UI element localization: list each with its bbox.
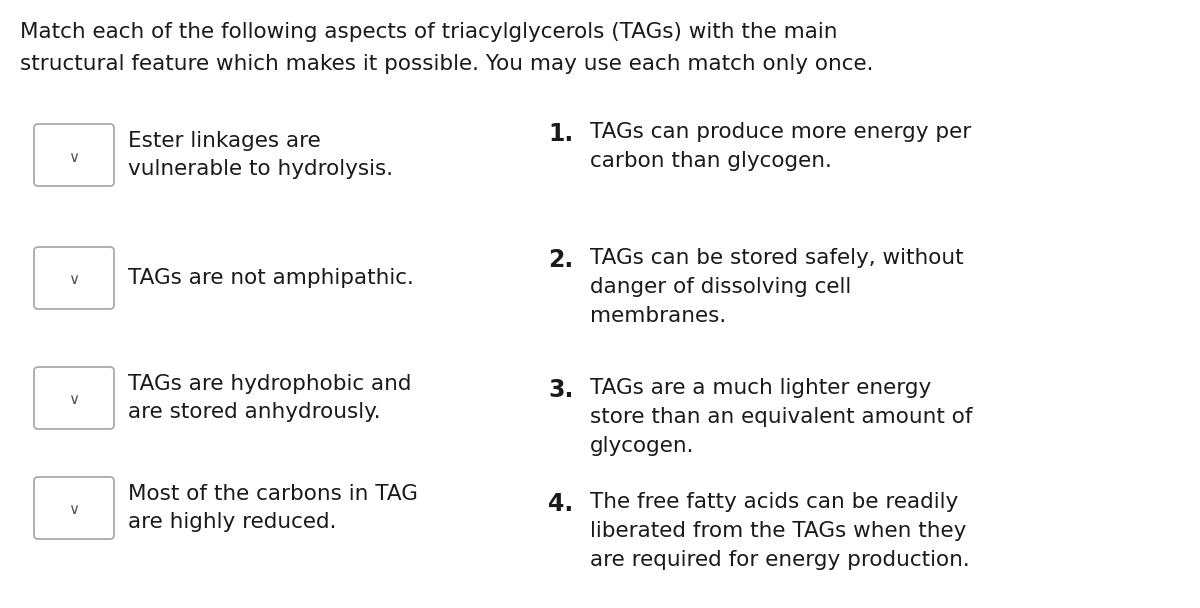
FancyBboxPatch shape	[34, 477, 114, 539]
FancyBboxPatch shape	[34, 124, 114, 186]
Text: structural feature which makes it possible. You may use each match only once.: structural feature which makes it possib…	[20, 54, 874, 74]
Text: ∨: ∨	[68, 502, 79, 517]
Text: 1.: 1.	[548, 122, 574, 146]
Text: Most of the carbons in TAG
are highly reduced.: Most of the carbons in TAG are highly re…	[128, 483, 418, 533]
Text: ∨: ∨	[68, 150, 79, 165]
Text: The free fatty acids can be readily
liberated from the TAGs when they
are requir: The free fatty acids can be readily libe…	[590, 492, 970, 570]
Text: 3.: 3.	[548, 378, 574, 402]
Text: TAGs are hydrophobic and
are stored anhydrously.: TAGs are hydrophobic and are stored anhy…	[128, 373, 412, 423]
Text: ∨: ∨	[68, 393, 79, 407]
Text: Match each of the following aspects of triacylglycerols (TAGs) with the main: Match each of the following aspects of t…	[20, 22, 838, 42]
Text: ∨: ∨	[68, 272, 79, 288]
Text: 4.: 4.	[548, 492, 574, 516]
Text: TAGs can be stored safely, without
danger of dissolving cell
membranes.: TAGs can be stored safely, without dange…	[590, 248, 964, 326]
Text: TAGs are a much lighter energy
store than an equivalent amount of
glycogen.: TAGs are a much lighter energy store tha…	[590, 378, 972, 455]
Text: Ester linkages are
vulnerable to hydrolysis.: Ester linkages are vulnerable to hydroly…	[128, 131, 394, 179]
FancyBboxPatch shape	[34, 367, 114, 429]
FancyBboxPatch shape	[34, 247, 114, 309]
Text: TAGs are not amphipathic.: TAGs are not amphipathic.	[128, 268, 414, 288]
Text: 2.: 2.	[548, 248, 574, 272]
Text: TAGs can produce more energy per
carbon than glycogen.: TAGs can produce more energy per carbon …	[590, 122, 971, 171]
